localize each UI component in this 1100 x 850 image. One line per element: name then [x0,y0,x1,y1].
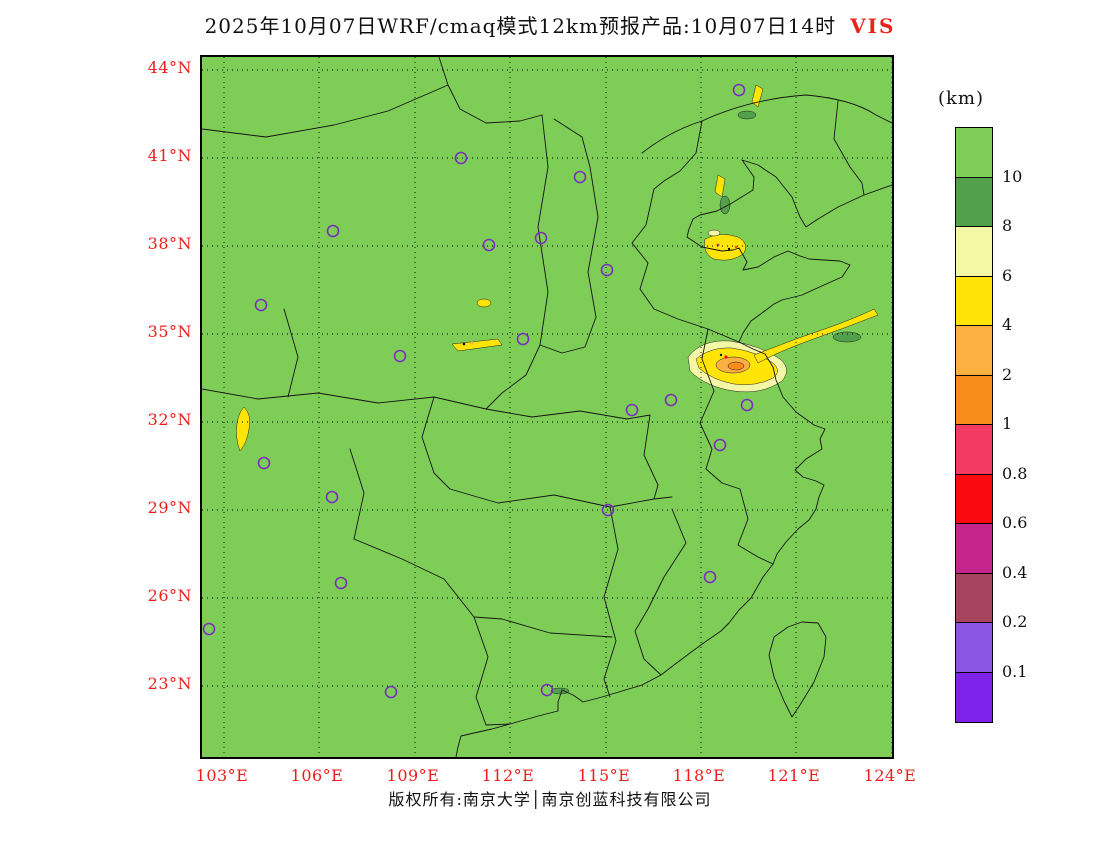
lat-label: 38°N [147,234,192,253]
footer-copyright: 版权所有:南京大学│南京创蓝科技有限公司 [388,790,712,809]
colorbar-segment [956,425,992,475]
lat-label: 32°N [147,410,192,429]
station-marker-icon [540,683,554,697]
lon-label: 112°E [481,766,535,785]
colorbar-unit-label: (km) [938,88,985,109]
station-marker-icon [703,570,717,584]
colorbar-tick-label: 8 [1002,216,1013,235]
station-marker-icon [601,503,615,517]
lon-label: 103°E [195,766,249,785]
low-visibility-patches [236,84,879,695]
lon-label: 118°E [672,766,726,785]
colorbar [955,127,993,723]
colorbar-segments [956,128,992,722]
colorbar-tick-label: 0.2 [1002,612,1028,631]
colorbar-tick-label: 6 [1002,265,1013,285]
colorbar-tick-label: 0.8 [1002,463,1028,483]
station-marker-icon [713,438,727,452]
colorbar-tick-label: 0.4 [1002,562,1028,582]
chart-title-variable: VIS [850,14,896,38]
lat-label: 44°N [147,58,192,77]
colorbar-segment [956,375,992,425]
lat-label: 41°N [147,146,192,165]
station-marker-icon [482,238,496,252]
chart-title: 2025年10月07日WRF/cmaq模式12km预报产品:10月07日14时 V… [0,10,1100,39]
colorbar-tick-label: 0.6 [1002,513,1028,532]
station-marker-icon [393,349,407,363]
station-marker-icon [254,298,268,312]
map-frame [200,55,894,759]
lon-label: 106°E [290,766,344,785]
station-marker-icon [534,231,548,245]
colorbar-segment [956,177,992,227]
lat-label: 29°N [147,498,192,517]
colorbar-tick-label: 10 [1002,166,1023,186]
colorbar-segment [956,326,992,376]
station-marker-icon [516,332,530,346]
chart-title-main: 2025年10月07日WRF/cmaq模式12km预报产品:10月07日14时 [204,14,837,38]
province-boundaries [202,57,892,726]
station-marker-icon [202,622,216,636]
station-marker-icon [600,263,614,277]
map-svg [202,57,892,757]
station-marker-icon [257,456,271,470]
lat-label: 23°N [147,674,192,693]
colorbar-segment [956,276,992,326]
colorbar-segment [956,623,992,673]
lat-label: 26°N [147,586,192,605]
colorbar-tick-label: 0.1 [1002,661,1028,681]
lon-label: 115°E [577,766,631,785]
station-markers [202,83,754,699]
station-marker-icon [573,170,587,184]
colorbar-segment [956,524,992,574]
station-marker-icon [334,576,348,590]
lon-label: 109°E [386,766,440,785]
lat-label: 35°N [147,322,192,341]
colorbar-segment [956,227,992,277]
lon-label: 121°E [767,766,821,785]
colorbar-labels: 10 8 6 4 2 1 0.8 0.6 0.4 0.2 0.1 [1002,127,1062,723]
station-marker-icon [384,685,398,699]
colorbar-tick-label: 2 [1002,364,1013,384]
station-marker-icon [325,490,339,504]
colorbar-segment [956,672,992,722]
coastline [455,159,892,757]
colorbar-tick-label: 4 [1002,315,1013,334]
colorbar-tick-label: 1 [1002,414,1013,433]
station-marker-icon [454,151,468,165]
colorbar-segment [956,573,992,623]
station-marker-icon [732,83,746,97]
grid-lines [202,57,892,757]
lon-label: 124°E [863,766,917,785]
station-marker-icon [740,398,754,412]
taiwan-island [768,621,827,718]
station-marker-icon [326,224,340,238]
station-marker-icon [625,403,639,417]
colorbar-segment [956,128,992,178]
station-marker-icon [664,393,678,407]
colorbar-segment [956,474,992,524]
